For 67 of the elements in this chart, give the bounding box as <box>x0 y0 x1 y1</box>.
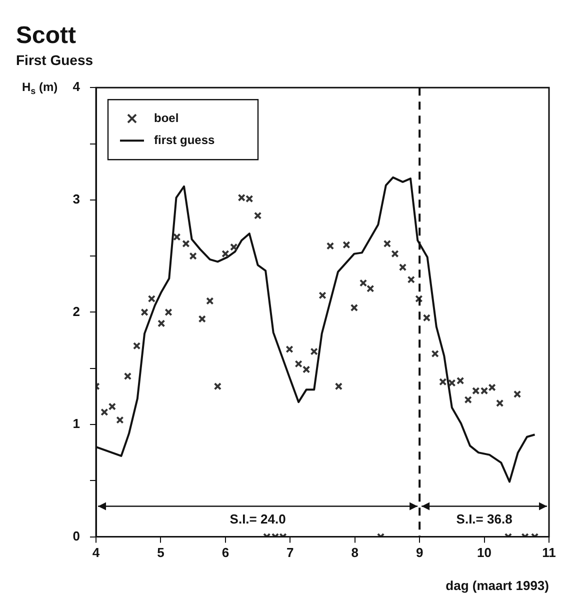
x-tick-label: 6 <box>222 545 230 560</box>
legend-label: boel <box>154 110 179 125</box>
point <box>206 297 214 305</box>
point <box>230 243 238 251</box>
point <box>182 240 190 248</box>
point <box>302 366 310 374</box>
point <box>148 294 156 303</box>
point <box>238 194 246 202</box>
point <box>326 242 334 250</box>
point <box>164 308 172 316</box>
point <box>310 348 318 356</box>
point <box>513 390 522 398</box>
point <box>189 252 197 260</box>
point <box>407 276 415 284</box>
point <box>496 399 504 407</box>
point <box>173 233 181 241</box>
point <box>342 240 350 249</box>
chart-title: Scott <box>16 22 76 50</box>
point <box>140 308 148 316</box>
point <box>254 212 262 220</box>
point <box>431 350 439 358</box>
point <box>214 382 222 390</box>
x-tick-label: 11 <box>542 545 556 560</box>
x-tick-label: 4 <box>92 545 100 560</box>
point <box>100 408 108 416</box>
x-tick-label: 9 <box>416 545 424 560</box>
point <box>464 396 472 404</box>
y-tick-label: 2 <box>72 304 80 319</box>
point <box>359 279 368 287</box>
annotation: S.I.= 24.0 <box>230 511 286 526</box>
point <box>480 386 488 395</box>
legend-label: first guess <box>154 132 216 147</box>
point <box>334 382 343 390</box>
x-axis-title: dag (maart 1993) <box>446 578 549 593</box>
annotation: S.I.= 36.8 <box>456 511 512 526</box>
point <box>318 292 326 300</box>
point <box>116 416 124 424</box>
x-tick-label: 8 <box>351 545 358 560</box>
point <box>415 294 423 303</box>
point <box>286 345 294 354</box>
x-tick-label: 5 <box>157 545 164 560</box>
point <box>398 263 407 272</box>
y-tick-label: 0 <box>72 528 80 544</box>
point <box>132 342 141 350</box>
point <box>383 240 392 248</box>
point <box>472 386 480 395</box>
point <box>422 314 431 322</box>
point <box>198 315 206 323</box>
point <box>366 284 374 292</box>
x-tick-label: 7 <box>286 545 294 560</box>
point <box>439 378 447 386</box>
point <box>391 250 399 258</box>
point <box>456 376 464 385</box>
point <box>158 320 166 328</box>
y-tick-label: 1 <box>72 416 80 432</box>
x-tick-label: 10 <box>477 545 492 560</box>
point <box>124 372 132 380</box>
point <box>488 384 496 392</box>
point <box>448 379 456 387</box>
point <box>246 194 254 203</box>
point <box>222 250 230 258</box>
point <box>350 304 358 312</box>
chart-subtitle: First Guess <box>16 52 94 68</box>
y-tick-label: 4 <box>72 79 81 94</box>
point <box>294 360 302 368</box>
y-tick-label: 3 <box>72 191 80 206</box>
point <box>108 402 116 410</box>
